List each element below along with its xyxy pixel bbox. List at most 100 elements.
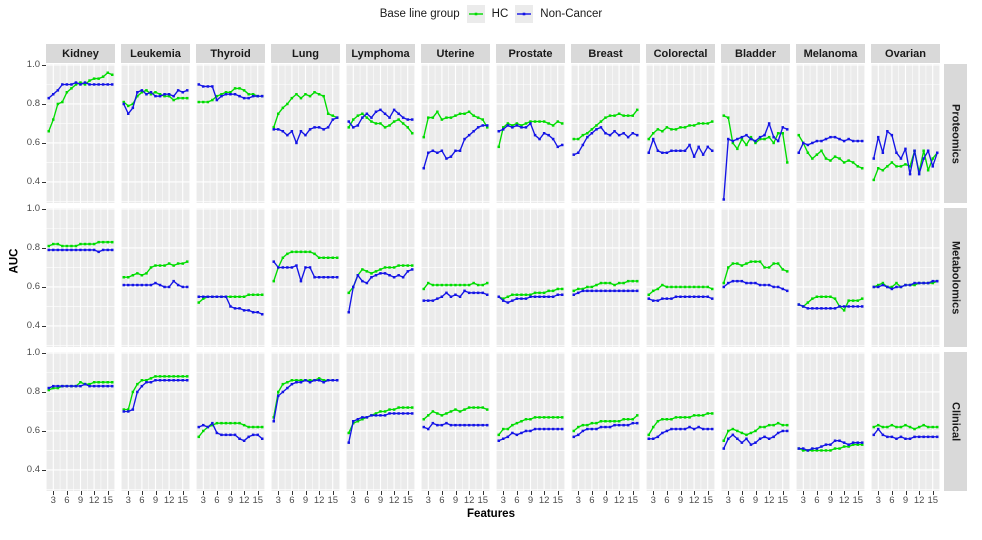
panel-clinical-colorectal bbox=[646, 352, 715, 491]
x-tick-label: 9 bbox=[827, 495, 834, 506]
y-tick-mark bbox=[42, 391, 46, 393]
x-tick-label: 9 bbox=[377, 495, 384, 506]
x-tick-label: 15 bbox=[102, 495, 114, 506]
x-tick-label: 6 bbox=[64, 495, 70, 506]
x-tick-mark bbox=[844, 491, 846, 495]
x-tick-label: 12 bbox=[913, 495, 925, 506]
x-tick-label: 9 bbox=[677, 495, 684, 506]
x-tick-mark bbox=[107, 491, 109, 495]
x-tick-label: 6 bbox=[889, 495, 895, 506]
y-tick-mark bbox=[42, 103, 46, 105]
x-tick-mark bbox=[305, 491, 307, 495]
x-tick-mark bbox=[407, 491, 409, 495]
column-strip-ovarian: Ovarian bbox=[871, 44, 940, 63]
row-strip-clinical: Clinical bbox=[944, 352, 967, 491]
legend: Base line group HC Non-Cancer bbox=[0, 5, 982, 23]
x-tick-mark bbox=[803, 491, 805, 495]
x-tick-mark bbox=[653, 491, 655, 495]
x-tick-mark bbox=[169, 491, 171, 495]
x-tick-label: 6 bbox=[214, 495, 220, 506]
x-tick-mark bbox=[278, 491, 280, 495]
x-tick-label: 9 bbox=[602, 495, 609, 506]
x-tick-mark bbox=[203, 491, 205, 495]
x-tick-mark bbox=[905, 491, 907, 495]
panel-proteomics-kidney bbox=[46, 64, 115, 203]
panel-proteomics-melanoma bbox=[796, 64, 865, 203]
y-tick-label: 0.4 bbox=[26, 464, 40, 476]
x-tick-mark bbox=[666, 491, 668, 495]
column-strip-leukemia: Leukemia bbox=[121, 44, 190, 63]
panel-metabolomics-kidney bbox=[46, 208, 115, 347]
x-tick-mark bbox=[128, 491, 130, 495]
legend-title: Base line group bbox=[379, 8, 460, 20]
y-tick-mark bbox=[42, 64, 46, 66]
column-strip-bladder: Bladder bbox=[721, 44, 790, 63]
x-tick-label: 12 bbox=[238, 495, 250, 506]
x-tick-mark bbox=[707, 491, 709, 495]
y-tick-label: 0.8 bbox=[26, 242, 40, 254]
y-tick-mark bbox=[42, 325, 46, 327]
x-tick-label: 12 bbox=[88, 495, 100, 506]
x-tick-mark bbox=[394, 491, 396, 495]
x-tick-label: 9 bbox=[227, 495, 234, 506]
x-tick-label: 9 bbox=[902, 495, 909, 506]
panel-clinical-bladder bbox=[721, 352, 790, 491]
x-tick-mark bbox=[155, 491, 157, 495]
x-tick-mark bbox=[366, 491, 368, 495]
x-tick-mark bbox=[469, 491, 471, 495]
panel-clinical-leukemia bbox=[121, 352, 190, 491]
x-tick-label: 9 bbox=[452, 495, 459, 506]
x-tick-label: 12 bbox=[463, 495, 475, 506]
x-tick-label: 15 bbox=[852, 495, 864, 506]
column-strip-kidney: Kidney bbox=[46, 44, 115, 63]
y-tick-mark bbox=[42, 286, 46, 288]
x-tick-mark bbox=[741, 491, 743, 495]
y-tick-label: 0.6 bbox=[26, 425, 40, 437]
panel-proteomics-bladder bbox=[721, 64, 790, 203]
column-strip-thyroid: Thyroid bbox=[196, 44, 265, 63]
panel-clinical-lung bbox=[271, 352, 340, 491]
panel-clinical-melanoma bbox=[796, 352, 865, 491]
x-tick-mark bbox=[332, 491, 334, 495]
x-tick-mark bbox=[53, 491, 55, 495]
panel-metabolomics-lymphoma bbox=[346, 208, 415, 347]
x-tick-mark bbox=[932, 491, 934, 495]
panel-clinical-uterine bbox=[421, 352, 490, 491]
y-tick-mark bbox=[42, 352, 46, 354]
x-tick-label: 6 bbox=[589, 495, 595, 506]
x-tick-label: 15 bbox=[177, 495, 189, 506]
x-tick-label: 9 bbox=[152, 495, 159, 506]
legend-key-noncancer bbox=[515, 5, 534, 23]
panel-clinical-thyroid bbox=[196, 352, 265, 491]
panel-metabolomics-colorectal bbox=[646, 208, 715, 347]
x-tick-mark bbox=[216, 491, 218, 495]
x-tick-label: 3 bbox=[875, 495, 881, 506]
column-strip-melanoma: Melanoma bbox=[796, 44, 865, 63]
y-tick-label: 0.6 bbox=[26, 137, 40, 149]
column-strip-colorectal: Colorectal bbox=[646, 44, 715, 63]
x-tick-mark bbox=[680, 491, 682, 495]
x-tick-label: 3 bbox=[650, 495, 656, 506]
panel-metabolomics-leukemia bbox=[121, 208, 190, 347]
x-tick-label: 3 bbox=[725, 495, 731, 506]
x-tick-mark bbox=[530, 491, 532, 495]
y-tick-mark bbox=[42, 469, 46, 471]
y-tick-label: 1.0 bbox=[26, 203, 40, 215]
panel-proteomics-uterine bbox=[421, 64, 490, 203]
x-tick-label: 12 bbox=[163, 495, 175, 506]
x-tick-mark bbox=[694, 491, 696, 495]
y-tick-label: 1.0 bbox=[26, 347, 40, 359]
column-strip-uterine: Uterine bbox=[421, 44, 490, 63]
x-tick-mark bbox=[769, 491, 771, 495]
x-tick-label: 3 bbox=[125, 495, 131, 506]
x-tick-label: 6 bbox=[514, 495, 520, 506]
x-tick-mark bbox=[632, 491, 634, 495]
x-tick-mark bbox=[816, 491, 818, 495]
y-tick-label: 0.8 bbox=[26, 386, 40, 398]
x-tick-mark bbox=[230, 491, 232, 495]
x-tick-label: 12 bbox=[688, 495, 700, 506]
panel-clinical-breast bbox=[571, 352, 640, 491]
x-tick-label: 3 bbox=[500, 495, 506, 506]
row-strip-proteomics: Proteomics bbox=[944, 64, 967, 203]
x-tick-mark bbox=[557, 491, 559, 495]
